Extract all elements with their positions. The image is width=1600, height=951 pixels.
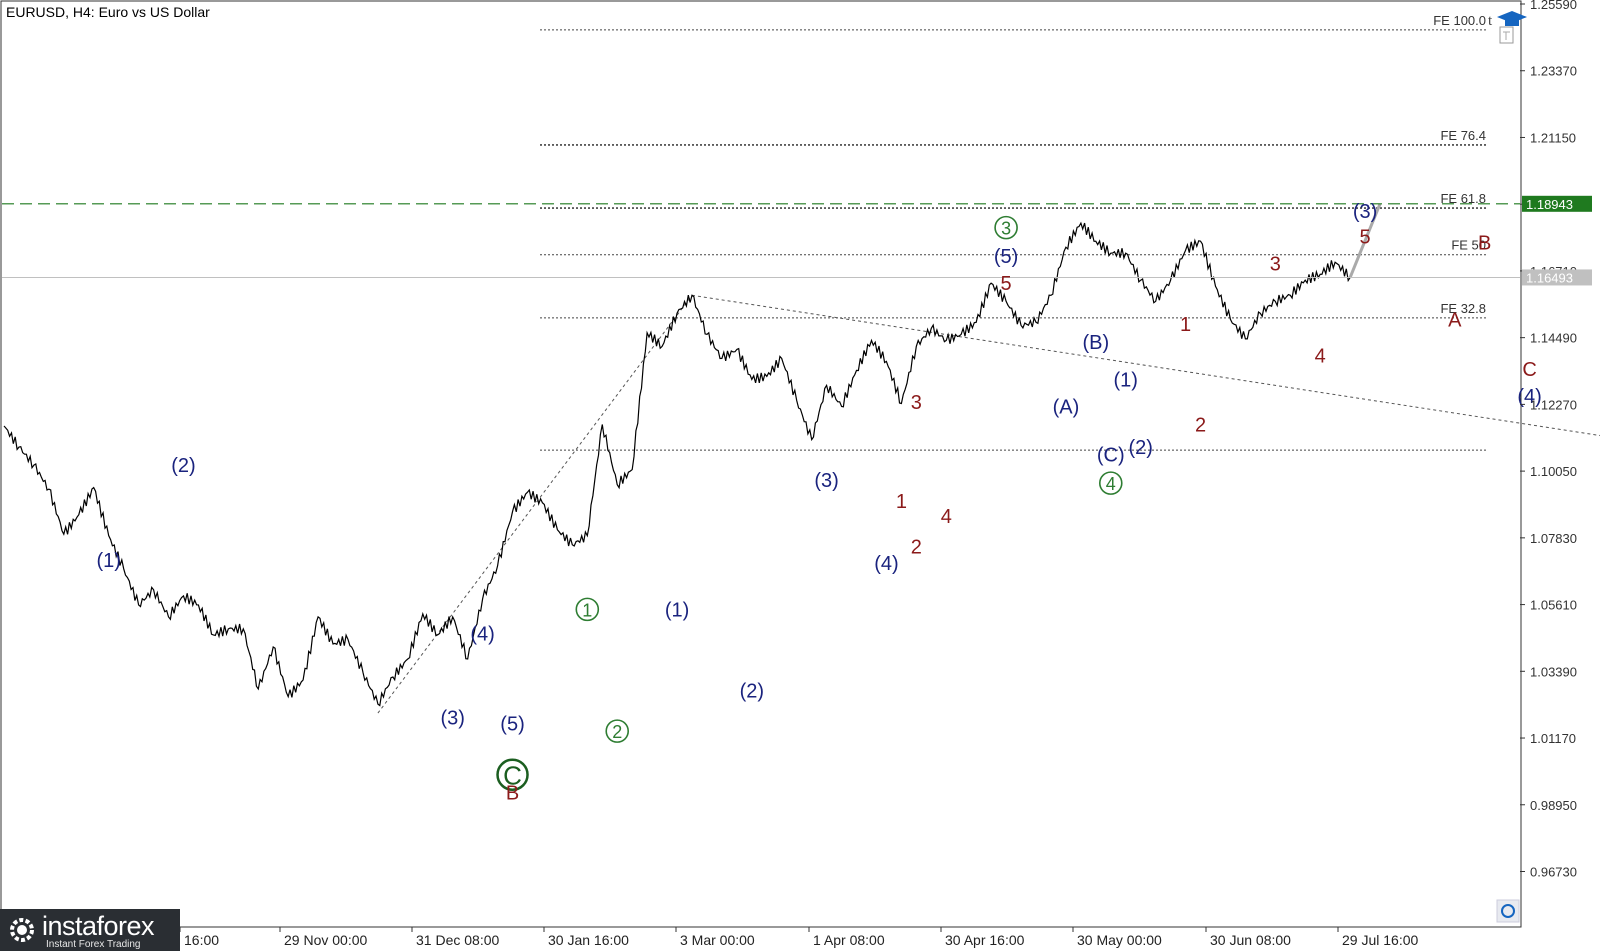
projection-line bbox=[1348, 203, 1382, 279]
wave-label: 1 bbox=[896, 491, 907, 513]
time-tick-label: 29 Nov 00:00 bbox=[284, 932, 367, 948]
fe-level-label: FE 61.8 bbox=[1440, 191, 1486, 206]
price-tick-label: 1.01170 bbox=[1530, 731, 1576, 746]
wave-label: 5 bbox=[1001, 273, 1012, 295]
wave-circle bbox=[496, 758, 529, 791]
trendlines bbox=[377, 294, 1600, 714]
wave-label: C bbox=[503, 761, 522, 791]
time-tick-label: 29 Jul 16:00 bbox=[1342, 932, 1418, 948]
trader-icon[interactable]: t bbox=[1488, 13, 1493, 29]
wave-label: 4 bbox=[941, 506, 952, 528]
target-price-badge: 1.18943 bbox=[1526, 197, 1573, 212]
fe-levels: FE 100.0 FE 76.4 FE 61.8 FE 50 FE 32.8 bbox=[540, 13, 1488, 451]
wave-label: 4 bbox=[1106, 474, 1116, 494]
wave-label: (3) bbox=[440, 708, 464, 730]
price-tick-label: 1.12270 bbox=[1530, 397, 1577, 412]
target-price-badge-bg bbox=[1522, 195, 1592, 212]
price-tick-label: 1.03390 bbox=[1530, 664, 1577, 679]
wave-label: 2 bbox=[1195, 415, 1206, 437]
plot-frame bbox=[0, 0, 1522, 928]
wave-label: (C) bbox=[1097, 445, 1125, 467]
price-tick-label: 1.10050 bbox=[1530, 464, 1577, 479]
price-tick-label: 1.23370 bbox=[1530, 64, 1577, 79]
price-tick-label: 1.14490 bbox=[1530, 331, 1577, 346]
wave-label: (2) bbox=[740, 681, 764, 703]
wave-label: (1) bbox=[665, 599, 689, 621]
price-tick-label: 1.25590 bbox=[1530, 0, 1577, 12]
wave-circle bbox=[605, 719, 630, 743]
wave-circle bbox=[994, 215, 1018, 240]
time-tick-label: 1 Apr 08:00 bbox=[813, 932, 885, 948]
wave-label: B bbox=[506, 783, 519, 805]
fe-level-label: FE 32.8 bbox=[1440, 301, 1486, 316]
corner-toolbar[interactable]: t bbox=[1488, 11, 1527, 44]
price-tick-label: 0.96730 bbox=[1530, 864, 1577, 879]
wave-label: 3 bbox=[1270, 254, 1281, 276]
price-tick-label: 1.05610 bbox=[1530, 598, 1577, 613]
price-tick-label: 1.21150 bbox=[1530, 130, 1576, 145]
wave-circle bbox=[1098, 471, 1123, 495]
time-tick-label: 30 Apr 16:00 bbox=[945, 932, 1025, 948]
wave-label: (4) bbox=[874, 553, 898, 575]
price-tick-label: 0.98950 bbox=[1530, 798, 1577, 813]
wave-label: (3) bbox=[1353, 201, 1377, 223]
graduation-cap-icon[interactable] bbox=[1497, 11, 1527, 26]
wave-label: 3 bbox=[911, 392, 922, 414]
trendline bbox=[691, 294, 1600, 437]
current-price-badge-bg bbox=[1522, 269, 1592, 286]
wave-label: (4) bbox=[470, 623, 494, 645]
current-price-badge: 1.16493 bbox=[1526, 270, 1573, 285]
wave-label: 2 bbox=[911, 536, 922, 558]
circle-icon[interactable] bbox=[1496, 899, 1520, 923]
time-axis[interactable]: 16:00 29 Nov 00:00 31 Dec 08:00 30 Jan 16:0… bbox=[179, 927, 1418, 948]
price-lines bbox=[2, 203, 1520, 278]
fe-level-label: FE 100.0 bbox=[1433, 13, 1486, 28]
wave-label: (A) bbox=[1053, 396, 1080, 418]
wave-label: 1 bbox=[1180, 314, 1191, 336]
wave-circle bbox=[575, 597, 600, 622]
wave-label: 2 bbox=[612, 722, 622, 742]
wave-label: B bbox=[1478, 233, 1491, 255]
time-tick-label: 16:00 bbox=[184, 932, 219, 948]
wave-label: (1) bbox=[1114, 369, 1138, 391]
wave-label: 5 bbox=[1359, 227, 1370, 249]
wave-label: (2) bbox=[1128, 437, 1152, 459]
fe-level-label: FE 76.4 bbox=[1440, 128, 1486, 143]
time-tick-label: 30 Jan 16:00 bbox=[548, 932, 629, 948]
time-tick-label: 3 Mar 00:00 bbox=[680, 932, 755, 948]
wave-labels: (1)(2)(3)(4)(5)CB12(1)(2)(3)(4)12345(5)3… bbox=[96, 84, 1600, 804]
logo-tagline: Instant Forex Trading bbox=[46, 939, 141, 950]
wave-label: 3 bbox=[1001, 219, 1011, 239]
price-tick-label: 1.07830 bbox=[1530, 531, 1577, 546]
wave-label: 4 bbox=[1315, 345, 1326, 367]
wave-label: (B) bbox=[1082, 332, 1109, 354]
gear-logo-icon bbox=[10, 918, 34, 942]
chart-title: EURUSD, H4: Euro vs US Dollar bbox=[6, 4, 210, 20]
wave-label: (5) bbox=[500, 714, 524, 736]
wave-label: (4) bbox=[1517, 386, 1541, 408]
instaforex-logo: instaforex Instant Forex Trading bbox=[0, 909, 180, 951]
wave-label: (5) bbox=[994, 246, 1018, 268]
wave-label: C bbox=[1522, 359, 1536, 381]
time-tick-label: 30 Jun 08:00 bbox=[1210, 932, 1291, 948]
price-series bbox=[3, 203, 1382, 707]
document-icon[interactable] bbox=[1499, 26, 1514, 44]
wave-label: (2) bbox=[171, 455, 195, 477]
logo-name: instaforex bbox=[42, 911, 155, 941]
wave-label: A bbox=[1448, 309, 1462, 331]
fe-level-label: FE 50 bbox=[1451, 238, 1486, 253]
time-tick-label: 30 May 00:00 bbox=[1077, 932, 1162, 948]
price-line bbox=[3, 221, 1351, 707]
price-axis[interactable]: 1.255901.233701.211501.189301.167101.144… bbox=[1520, 0, 1592, 879]
time-tick-label: 31 Dec 08:00 bbox=[416, 932, 499, 948]
wave-label: (3) bbox=[814, 470, 838, 492]
wave-label: (1) bbox=[96, 550, 120, 572]
wave-label: 1 bbox=[582, 600, 592, 620]
